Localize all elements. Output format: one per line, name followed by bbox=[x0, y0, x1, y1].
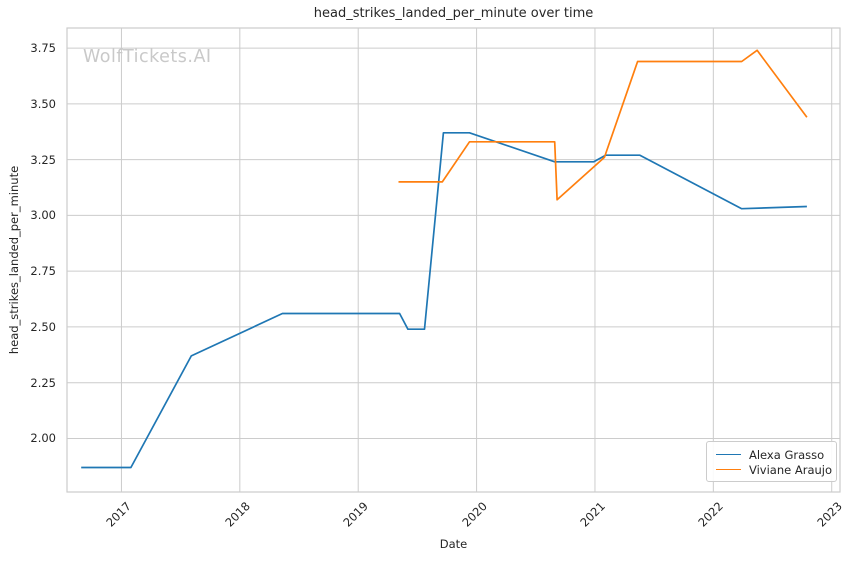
y-tick-label: 3.50 bbox=[30, 96, 56, 111]
series-line-alexa-grasso bbox=[81, 131, 807, 469]
legend-line-swatch bbox=[716, 469, 741, 470]
series-line-viviane-araujo bbox=[398, 49, 808, 201]
legend-label: Viviane Araujo bbox=[749, 462, 833, 477]
y-tick-label: 2.50 bbox=[30, 319, 56, 334]
chart-title: head_strikes_landed_per_minute over time bbox=[313, 6, 594, 21]
watermark: WolfTickets.AI bbox=[83, 47, 212, 67]
legend: Alexa Grasso Viviane Araujo bbox=[706, 441, 837, 482]
legend-line-swatch bbox=[716, 454, 741, 455]
legend-label: Alexa Grasso bbox=[749, 447, 825, 462]
legend-item-viviane-araujo: Viviane Araujo bbox=[716, 462, 832, 477]
axes-spines bbox=[66, 27, 841, 493]
y-tick-label: 2.00 bbox=[30, 431, 56, 446]
y-tick-label: 3.00 bbox=[30, 208, 56, 223]
y-tick-label: 2.25 bbox=[30, 375, 56, 390]
x-axis-label: Date bbox=[439, 537, 468, 551]
y-tick-label: 3.25 bbox=[30, 152, 56, 167]
legend-item-alexa-grasso: Alexa Grasso bbox=[716, 447, 828, 462]
y-tick-label: 3.75 bbox=[30, 41, 56, 56]
y-tick-label: 2.75 bbox=[30, 264, 56, 279]
